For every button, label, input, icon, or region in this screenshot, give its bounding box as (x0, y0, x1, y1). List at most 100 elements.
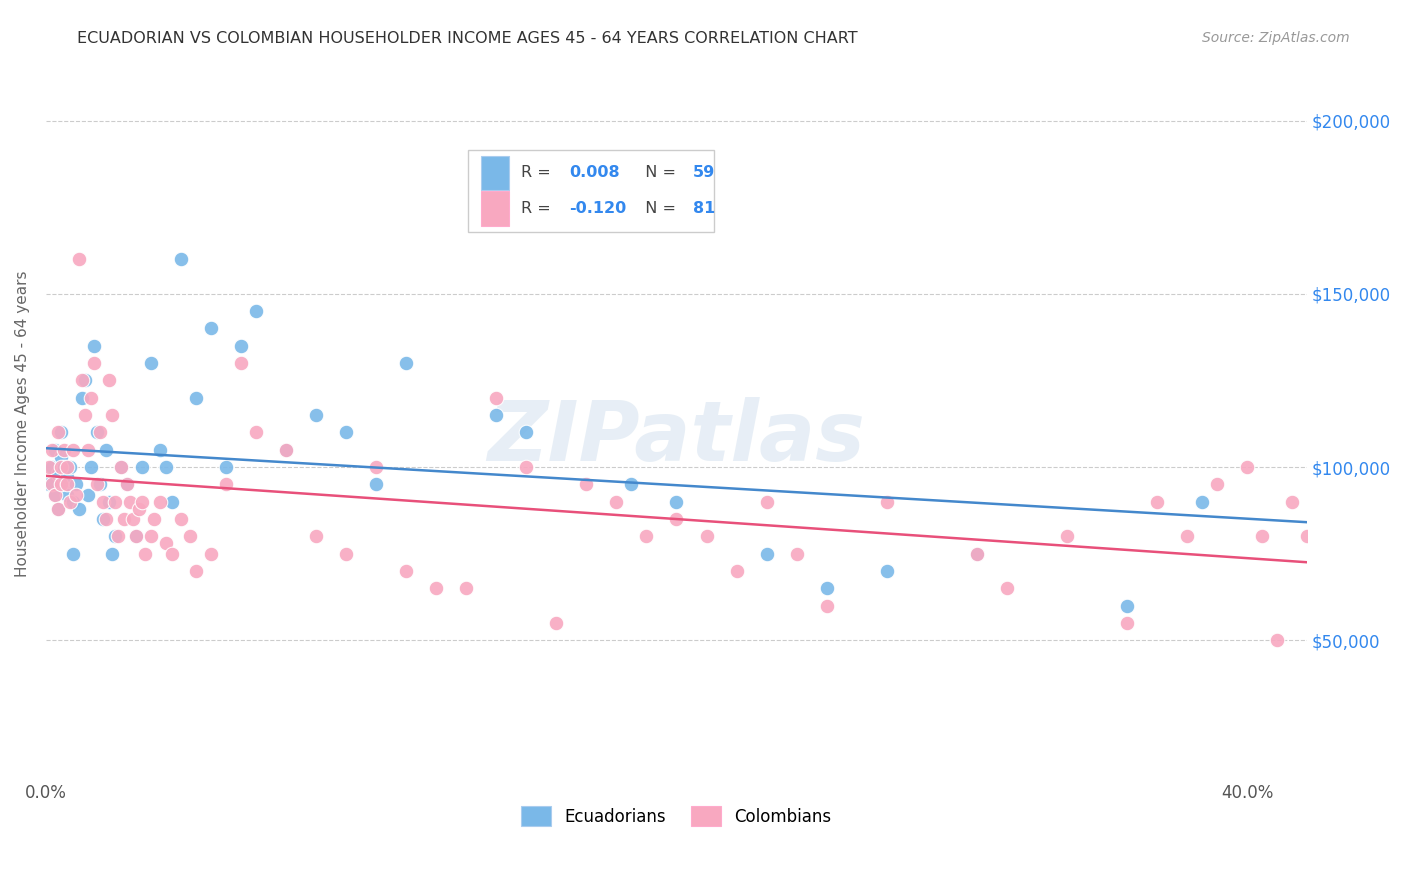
Point (1175, 529, 1198, 543)
Point (65, 477, 87, 491)
Point (110, 460, 132, 475)
Point (755, 547, 778, 561)
Point (200, 547, 222, 561)
Point (215, 460, 238, 475)
Point (755, 494, 778, 508)
Point (49, 450, 72, 464)
Point (65, 488, 87, 502)
Point (98, 494, 121, 508)
Point (366, 460, 388, 475)
Point (485, 408, 508, 422)
Point (1265, 633, 1288, 648)
Point (231, 339, 253, 353)
Point (38, 460, 60, 475)
Point (696, 529, 718, 543)
Point (966, 547, 988, 561)
Point (56, 460, 79, 475)
Point (215, 477, 238, 491)
Point (305, 408, 328, 422)
Point (67, 501, 90, 516)
Point (245, 425, 267, 440)
Point (1191, 494, 1213, 508)
Point (560, 200, 582, 214)
Point (70, 373, 93, 387)
Point (815, 599, 838, 613)
Point (41, 460, 63, 475)
Point (1115, 599, 1137, 613)
Point (335, 547, 357, 561)
Point (160, 494, 183, 508)
Point (160, 547, 183, 561)
Point (38, 477, 60, 491)
Point (665, 494, 688, 508)
Text: 59: 59 (693, 165, 716, 180)
Point (575, 477, 598, 491)
Point (53, 442, 76, 457)
Legend: Ecuadorians, Colombians: Ecuadorians, Colombians (513, 797, 839, 835)
Point (515, 425, 537, 440)
Point (86, 477, 108, 491)
Text: N =: N = (636, 201, 681, 216)
Point (101, 408, 124, 422)
Text: R =: R = (522, 165, 557, 180)
Point (425, 582, 447, 596)
FancyBboxPatch shape (481, 156, 509, 190)
Text: Source: ZipAtlas.com: Source: ZipAtlas.com (1202, 31, 1350, 45)
Point (134, 547, 156, 561)
Point (200, 321, 222, 335)
Point (725, 564, 748, 578)
Point (485, 391, 508, 405)
Point (395, 564, 418, 578)
Point (125, 529, 148, 543)
Point (46, 467, 69, 481)
Point (118, 494, 141, 508)
Point (395, 356, 418, 370)
Point (94, 512, 117, 526)
Point (59, 460, 82, 475)
Point (91, 512, 114, 526)
Point (59, 494, 82, 508)
Point (876, 494, 898, 508)
Point (80, 391, 103, 405)
FancyBboxPatch shape (468, 150, 714, 232)
Point (89, 425, 111, 440)
Point (56, 470, 79, 484)
Point (170, 512, 193, 526)
Point (44, 442, 66, 457)
Point (94, 442, 117, 457)
Y-axis label: Householder Income Ages 45 - 64 years: Householder Income Ages 45 - 64 years (15, 270, 30, 577)
Text: -0.120: -0.120 (569, 201, 627, 216)
Point (245, 304, 267, 318)
Point (122, 512, 145, 526)
Point (62, 494, 84, 508)
Point (44, 488, 66, 502)
Point (83, 356, 105, 370)
Point (143, 512, 166, 526)
Point (231, 356, 253, 370)
Point (995, 582, 1018, 596)
Point (1296, 529, 1319, 543)
Point (1251, 529, 1274, 543)
Point (456, 582, 478, 596)
Point (305, 529, 328, 543)
Point (966, 547, 988, 561)
Point (515, 460, 537, 475)
Point (115, 477, 138, 491)
Point (128, 501, 150, 516)
Text: 0.008: 0.008 (569, 165, 620, 180)
Point (62, 547, 84, 561)
Point (77, 488, 100, 502)
Point (46, 425, 69, 440)
Point (1236, 460, 1258, 475)
Point (49, 460, 72, 475)
Point (335, 425, 357, 440)
Point (636, 529, 658, 543)
Point (91, 494, 114, 508)
Point (149, 442, 172, 457)
Point (184, 391, 207, 405)
Point (620, 477, 643, 491)
Point (1281, 494, 1303, 508)
Point (107, 529, 129, 543)
Point (98, 373, 121, 387)
Point (104, 494, 127, 508)
